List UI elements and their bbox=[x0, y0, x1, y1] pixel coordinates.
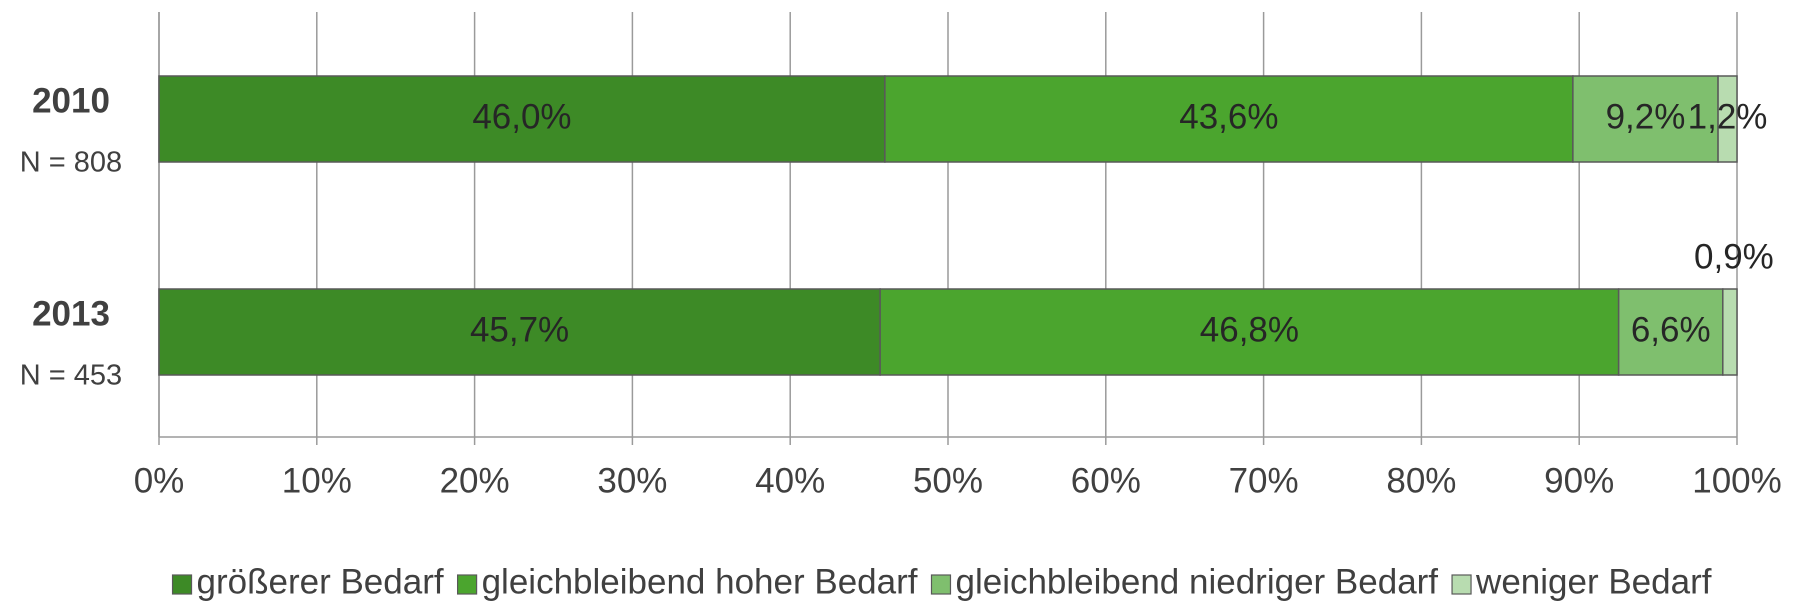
x-tick-label: 30% bbox=[597, 461, 667, 500]
legend-swatch bbox=[930, 574, 952, 595]
x-tick-label: 70% bbox=[1229, 461, 1299, 500]
bar-segment bbox=[1717, 75, 1738, 163]
bar-segment bbox=[158, 288, 881, 376]
category-label: 2010 bbox=[32, 81, 110, 120]
data-label: 0,9% bbox=[1694, 237, 1774, 276]
x-tick-label: 40% bbox=[755, 461, 825, 500]
x-tick-label: 10% bbox=[282, 461, 352, 500]
data-label: 6,6% bbox=[1631, 310, 1711, 349]
legend-label: gleichbleibend niedriger Bedarf bbox=[955, 562, 1438, 601]
x-tick-label: 100% bbox=[1692, 461, 1782, 500]
bar-segment bbox=[1722, 288, 1738, 376]
legend-label: weniger Bedarf bbox=[1475, 562, 1712, 601]
x-tick-label: 80% bbox=[1386, 461, 1456, 500]
x-tick-label: 90% bbox=[1544, 461, 1614, 500]
legend-swatch bbox=[456, 574, 478, 595]
x-tick-label: 50% bbox=[913, 461, 983, 500]
x-tick-label: 20% bbox=[440, 461, 510, 500]
x-tick-label: 60% bbox=[1071, 461, 1141, 500]
data-label: 45,7% bbox=[470, 310, 569, 349]
bar-segment bbox=[879, 288, 1620, 376]
data-label: 43,6% bbox=[1179, 97, 1278, 136]
data-label: 46,0% bbox=[472, 97, 571, 136]
data-label: 9,2% bbox=[1606, 97, 1686, 136]
bar-segment bbox=[1617, 288, 1724, 376]
category-label: 2013 bbox=[32, 294, 110, 333]
data-label: 1,2% bbox=[1688, 97, 1768, 136]
x-tick-label: 0% bbox=[134, 461, 185, 500]
legend-label: gleichbleibend hoher Bedarf bbox=[482, 562, 918, 601]
category-note: N = 453 bbox=[20, 360, 122, 392]
bar-segment bbox=[884, 75, 1574, 163]
category-note: N = 808 bbox=[20, 147, 122, 179]
data-label: 46,8% bbox=[1200, 310, 1299, 349]
bar-segment bbox=[1572, 75, 1719, 163]
legend-swatch bbox=[171, 574, 193, 595]
legend-swatch bbox=[1451, 574, 1472, 595]
bar-segment bbox=[158, 75, 886, 163]
legend-label: größerer Bedarf bbox=[197, 562, 444, 601]
